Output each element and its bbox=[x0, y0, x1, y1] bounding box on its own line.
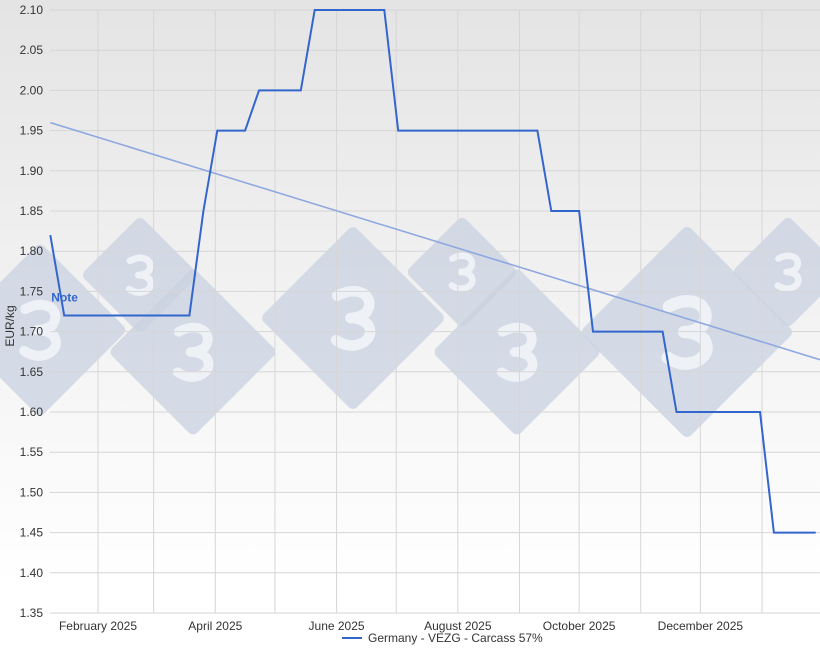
y-tick-label: 1.35 bbox=[20, 606, 44, 620]
logo-three-glyph bbox=[774, 252, 802, 292]
y-axis-ticks: 1.35 1.40 1.45 1.50 1.55 1.60 1.65 1.70 1.75 1.80… bbox=[20, 3, 44, 620]
y-tick-label: 1.40 bbox=[20, 566, 44, 580]
y-tick-label: 1.90 bbox=[20, 164, 44, 178]
logo-diamond bbox=[110, 269, 276, 435]
y-tick-label: 1.75 bbox=[20, 284, 44, 298]
logo-diamond bbox=[434, 269, 600, 435]
logo-three-glyph bbox=[448, 252, 476, 292]
logo-diamond bbox=[0, 244, 126, 416]
x-tick-label: February 2025 bbox=[59, 619, 137, 633]
y-tick-label: 2.00 bbox=[20, 83, 44, 97]
grid-lines bbox=[50, 9, 820, 614]
logo-three-glyph bbox=[172, 322, 214, 382]
logo-diamond bbox=[262, 227, 444, 409]
y-tick-label: 1.85 bbox=[20, 204, 44, 218]
x-tick-label: December 2025 bbox=[658, 619, 744, 633]
y-tick-label: 2.05 bbox=[20, 43, 44, 57]
y-tick-label: 1.55 bbox=[20, 445, 44, 459]
x-tick-label: October 2025 bbox=[543, 619, 616, 633]
y-tick-label: 1.95 bbox=[20, 124, 44, 138]
y-tick-label: 1.80 bbox=[20, 244, 44, 258]
trendline bbox=[50, 121, 820, 361]
annotation-note: Note bbox=[51, 290, 78, 304]
y-tick-label: 1.70 bbox=[20, 325, 44, 339]
x-tick-label: April 2025 bbox=[188, 619, 242, 633]
legend[interactable]: Germany - VEZG - Carcass 57% bbox=[342, 631, 543, 645]
y-tick-label: 1.65 bbox=[20, 365, 44, 379]
x-tick-label: June 2025 bbox=[309, 619, 365, 633]
logo-diamond bbox=[733, 217, 820, 327]
x-tick-label: August 2025 bbox=[424, 619, 492, 633]
legend-label: Germany - VEZG - Carcass 57% bbox=[368, 631, 543, 645]
series-line-germany-vezg bbox=[49, 9, 816, 534]
logo-three-glyph bbox=[330, 285, 376, 351]
y-tick-label: 2.10 bbox=[20, 3, 44, 17]
x-axis-ticks: February 2025 April 2025 June 2025 August 2… bbox=[59, 619, 743, 633]
logo-three-glyph bbox=[125, 254, 155, 296]
y-tick-label: 1.45 bbox=[20, 526, 44, 540]
logo-three-glyph bbox=[496, 322, 538, 382]
watermark-logos bbox=[0, 217, 820, 437]
logo-three-glyph bbox=[19, 299, 62, 361]
y-tick-label: 1.50 bbox=[20, 485, 44, 499]
y-tick-label: 1.60 bbox=[20, 405, 44, 419]
y-axis-label: EUR/kg bbox=[3, 305, 17, 346]
